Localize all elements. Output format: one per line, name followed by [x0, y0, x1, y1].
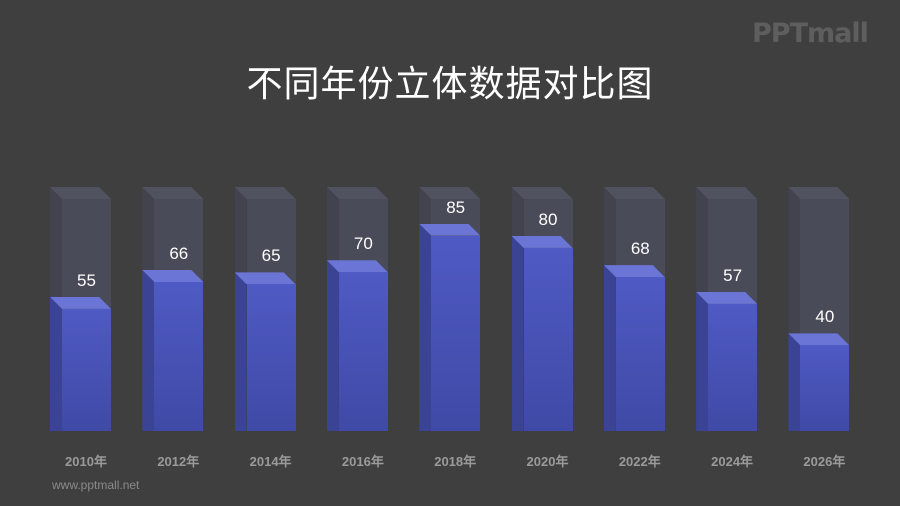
bar-fill-top: [234, 272, 296, 285]
bar-fill-front: [62, 308, 111, 431]
bar-2: 65: [234, 187, 297, 431]
bar-fill-front: [800, 345, 850, 431]
chart-title: 不同年份立体数据对比图: [246, 64, 654, 105]
bar-fill: [511, 235, 574, 431]
bar-0: 55: [50, 187, 112, 431]
x-axis-label: 2026年: [803, 454, 846, 469]
bar-fill: [788, 333, 850, 431]
bar-fill-top: [788, 333, 850, 346]
bar-track-top: [788, 187, 850, 199]
x-axis-label: 2024年: [711, 454, 754, 469]
bar-fill-side: [419, 223, 432, 431]
bar-fill-side: [696, 291, 709, 431]
x-axis-label: 2016年: [341, 454, 384, 469]
bar-3: 70: [326, 187, 389, 431]
x-axis-label: 2020年: [526, 454, 569, 469]
bar-value-label: 68: [630, 239, 650, 259]
bar-6: 68: [603, 187, 666, 431]
bar-fill: [142, 269, 204, 431]
bar-fill-side: [142, 269, 155, 431]
bar-fill: [234, 272, 297, 431]
bar-value-label: 57: [723, 265, 743, 285]
bar-fill-front: [708, 303, 758, 431]
bar-7: 57: [696, 187, 758, 431]
footer-url: www.pptmall.net: [52, 478, 140, 492]
bar-fill-front: [338, 272, 388, 431]
bar-track-top: [234, 187, 296, 199]
bar-value-label: 80: [538, 209, 558, 229]
bar-fill: [603, 265, 666, 431]
bar-value-label: 66: [169, 243, 189, 263]
x-axis-label: 2012年: [157, 454, 200, 469]
bar-value-label: 70: [353, 234, 373, 254]
x-axis-label: 2014年: [249, 454, 292, 469]
bar-fill: [326, 260, 389, 431]
bar-value-label: 65: [261, 246, 281, 266]
bar-value-label: 85: [446, 197, 466, 217]
bar-fill-top: [326, 260, 388, 273]
bar-fill-top: [419, 223, 481, 236]
bar-fill-front: [523, 247, 573, 431]
bar-fill-side: [603, 265, 616, 431]
bar-fill: [419, 223, 481, 431]
bar-fill-front: [246, 284, 296, 431]
bar-fill: [696, 291, 758, 431]
bar-track-top: [696, 187, 758, 199]
bar-fill-top: [142, 269, 204, 282]
bar-track-top: [142, 187, 204, 199]
bar-track-top: [419, 187, 481, 199]
x-axis-label: 2022年: [618, 454, 661, 469]
x-axis-label: 2010年: [65, 454, 107, 469]
bar-fill-top: [511, 235, 573, 248]
bar-fill-side: [234, 272, 247, 431]
x-axis-label: 2018年: [434, 454, 477, 469]
pptmall-logo: PPTmall: [752, 18, 869, 49]
bar-track-top: [603, 187, 665, 199]
bar-fill: [50, 296, 112, 431]
bar-track-top: [511, 187, 573, 199]
bar-fill-side: [50, 296, 62, 431]
bar-4: 85: [419, 187, 481, 431]
bar-fill-top: [50, 296, 111, 309]
bar-value-label: 40: [815, 307, 835, 327]
bar-fill-front: [431, 235, 481, 431]
bar-value-label: 55: [77, 270, 96, 290]
bar-fill-front: [154, 281, 204, 431]
bar-1: 66: [142, 187, 204, 431]
bar-8: 40: [788, 187, 850, 431]
bar-fill-top: [696, 291, 758, 304]
bar-5: 80: [511, 187, 574, 431]
bar-track-top: [50, 187, 111, 199]
bar-fill-side: [326, 260, 339, 431]
bar-fill-side: [788, 333, 801, 431]
bar-fill-top: [603, 265, 665, 278]
bar-fill-front: [615, 277, 665, 431]
bar-track-top: [326, 187, 388, 199]
bar-fill-side: [511, 235, 524, 431]
